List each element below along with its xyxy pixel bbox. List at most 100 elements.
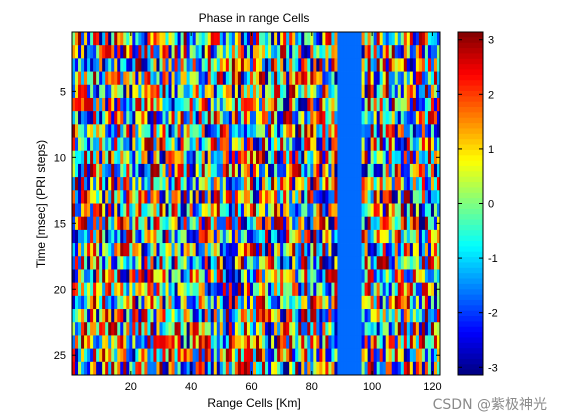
heatmap-cell	[216, 322, 221, 336]
heatmap-cell	[189, 84, 194, 99]
heatmap-cell	[93, 190, 97, 204]
heatmap-cell	[186, 150, 191, 165]
heatmap-cell	[93, 309, 97, 323]
heatmap-cell	[225, 111, 230, 125]
heatmap-cell	[427, 32, 432, 46]
heatmap-cell	[298, 58, 302, 72]
heatmap-cell	[240, 361, 245, 376]
heatmap-cell	[144, 177, 148, 191]
heatmap-cell	[388, 348, 393, 363]
heatmap-cell	[123, 361, 127, 376]
heatmap-cell	[132, 97, 136, 112]
heatmap-cell	[213, 45, 218, 59]
heatmap-cell	[93, 150, 97, 165]
heatmap-cell	[283, 203, 287, 218]
heatmap-cell	[171, 111, 175, 125]
heatmap-cell	[102, 243, 106, 257]
heatmap-cell	[400, 124, 405, 138]
heatmap-cell	[343, 163, 347, 178]
heatmap-cell	[111, 322, 115, 336]
heatmap-cell	[421, 124, 426, 138]
heatmap-cell	[186, 111, 191, 125]
heatmap-cell	[183, 45, 188, 59]
heatmap-cell	[301, 45, 305, 59]
heatmap-cell	[210, 348, 215, 363]
heatmap-cell	[87, 361, 91, 376]
heatmap-cell	[240, 58, 245, 72]
heatmap-cell	[379, 177, 384, 191]
heatmap-cell	[262, 203, 266, 218]
heatmap-cell	[421, 361, 426, 376]
heatmap-cell	[93, 322, 97, 336]
heatmap-cell	[108, 163, 112, 178]
heatmap-cell	[204, 243, 209, 257]
heatmap-cell	[222, 97, 227, 112]
heatmap-cell	[412, 137, 417, 152]
heatmap-cell	[132, 243, 136, 257]
heatmap-cell	[87, 243, 91, 257]
heatmap-cell	[96, 295, 100, 310]
heatmap-cell	[162, 348, 166, 363]
heatmap-cell	[180, 256, 185, 270]
colorbar-segment	[458, 251, 483, 258]
heatmap-cell	[207, 282, 212, 297]
heatmap-cell	[373, 203, 378, 218]
heatmap-cell	[207, 111, 212, 125]
heatmap-cell	[90, 150, 94, 165]
heatmap-cell	[394, 32, 399, 46]
heatmap-cell	[78, 111, 82, 125]
heatmap-cell	[108, 58, 112, 72]
heatmap-cell	[433, 256, 438, 270]
heatmap-cell	[424, 71, 429, 86]
heatmap-cell	[102, 150, 106, 165]
heatmap-cell	[72, 111, 76, 125]
heatmap-cell	[364, 137, 369, 152]
heatmap-cell	[415, 229, 420, 244]
heatmap-cell	[433, 348, 438, 363]
heatmap-cell	[96, 177, 100, 191]
heatmap-cell	[219, 216, 224, 231]
heatmap-cell	[295, 137, 299, 152]
heatmap-cell	[102, 163, 106, 178]
heatmap-cell	[400, 309, 405, 323]
heatmap-cell	[397, 243, 402, 257]
heatmap-cell	[313, 269, 317, 284]
heatmap-cell	[228, 84, 233, 99]
heatmap-cell	[147, 150, 151, 165]
heatmap-cell	[430, 256, 435, 270]
heatmap-cell	[313, 229, 317, 244]
heatmap-cell	[376, 190, 381, 204]
heatmap-cell	[120, 71, 124, 86]
colorbar-segment	[458, 165, 483, 172]
heatmap-cell	[78, 177, 82, 191]
heatmap-cell	[280, 111, 284, 125]
heatmap-cell	[78, 84, 82, 99]
heatmap-cell	[298, 269, 302, 284]
heatmap-cell	[168, 309, 172, 323]
heatmap-cell	[334, 229, 338, 244]
heatmap-cell	[406, 335, 411, 350]
heatmap-cell	[168, 137, 172, 152]
heatmap-cell	[150, 137, 154, 152]
heatmap-cell	[204, 361, 209, 376]
heatmap-cell	[262, 256, 266, 270]
heatmap-cell	[78, 163, 82, 178]
heatmap-cell	[376, 243, 381, 257]
heatmap-cell	[388, 256, 393, 270]
heatmap-cell	[403, 111, 408, 125]
heatmap-cell	[334, 361, 338, 376]
heatmap-cell	[132, 322, 136, 336]
heatmap-cell	[361, 137, 365, 152]
heatmap-cell	[120, 58, 124, 72]
heatmap-cell	[325, 361, 329, 376]
heatmap-cell	[81, 124, 85, 138]
heatmap-cell	[289, 124, 293, 138]
heatmap-cell	[388, 97, 393, 112]
heatmap-cell	[310, 124, 314, 138]
heatmap-cell	[225, 335, 230, 350]
heatmap-cell	[138, 45, 142, 59]
heatmap-cell	[213, 190, 218, 204]
heatmap-cell	[162, 71, 166, 86]
heatmap-cell	[99, 58, 103, 72]
heatmap-cell	[283, 111, 287, 125]
